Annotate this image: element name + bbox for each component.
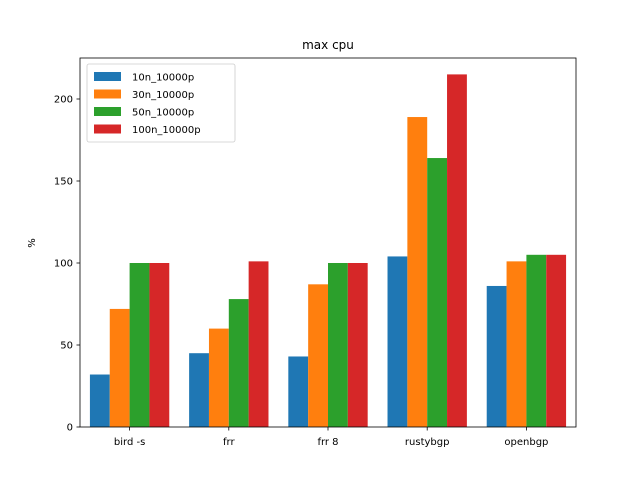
x-tick-label: bird -s [114,437,145,448]
bar-30n_10000p-frr_8 [308,284,328,427]
axes: 0 50 100 150 200 bird -s frr frr 8 rustybgp openb… [54,57,577,448]
y-tick-label: 0 [67,423,73,434]
y-tick-label: 50 [60,341,73,352]
legend-box [86,63,236,143]
bar-10n_10000p-frr [189,353,209,427]
legend-swatch [94,89,121,99]
bar-30n_10000p-bird_-s [109,308,130,427]
legend: 10n_10000p 30n_10000p 50n_10000p 100n_10000… [86,63,236,143]
x-tick-label: frr [223,437,235,448]
legend-label: 100n_10000p [132,125,201,136]
y-tick-label: 150 [54,177,73,188]
bar-10n_10000p-rustybgp [387,256,408,427]
bar-100n_10000p-rustybgp [447,74,467,428]
bar-50n_10000p-openbgp [526,254,547,427]
bar-100n_10000p-bird_-s [149,263,170,427]
bar-30n_10000p-rustybgp [407,117,428,427]
y-axis-label: % [27,238,38,248]
x-tick-label: rustybgp [405,437,450,448]
bar-50n_10000p-frr [228,299,249,427]
bar-50n_10000p-bird_-s [129,263,150,427]
bar-10n_10000p-bird_-s [89,374,110,427]
bar-100n_10000p-openbgp [546,254,567,427]
bar-100n_10000p-frr [248,261,269,427]
bar-100n_10000p-frr_8 [347,263,368,427]
x-tick-label: frr 8 [317,437,338,448]
bar-50n_10000p-frr_8 [328,263,348,427]
legend-swatch [94,72,121,81]
legend-swatch [94,107,121,116]
bar-50n_10000p-rustybgp [427,158,448,428]
bar-10n_10000p-openbgp [486,285,507,427]
bar-10n_10000p-frr_8 [288,356,309,427]
bar-30n_10000p-openbgp [506,261,527,427]
chart-title: max cpu [302,38,354,52]
legend-label: 50n_10000p [132,108,194,119]
x-tick-label: openbgp [504,437,548,448]
y-tick-label: 100 [54,259,73,270]
legend-label: 30n_10000p [132,90,194,101]
y-tick-label: 200 [54,95,73,106]
legend-swatch [94,124,121,134]
bar-30n_10000p-frr [208,328,229,427]
legend-label: 10n_10000p [132,73,194,84]
plot-area [89,74,567,428]
